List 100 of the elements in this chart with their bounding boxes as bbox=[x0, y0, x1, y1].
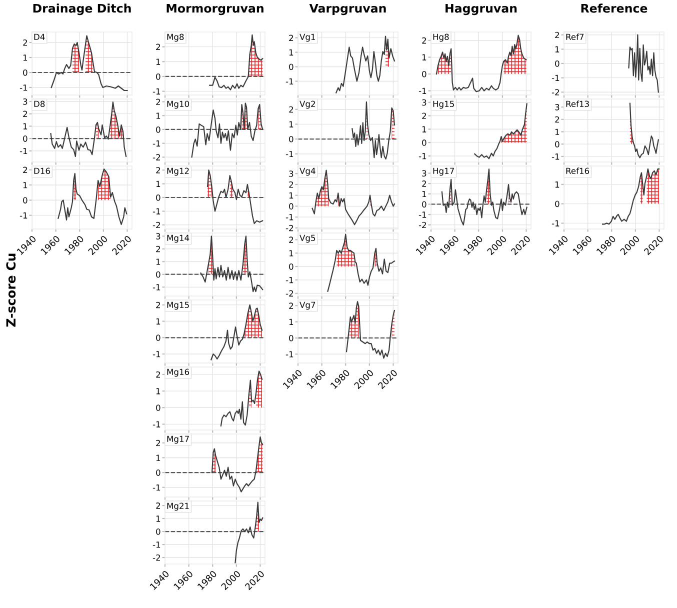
y-tick-label: -1 bbox=[152, 208, 160, 214]
y-tick-label: 2 bbox=[555, 116, 559, 123]
annotation: Mg15 bbox=[167, 302, 189, 310]
y-tick-label: -1 bbox=[552, 220, 560, 226]
y-tick-label: 3 bbox=[422, 99, 426, 106]
annotation: Mg21 bbox=[167, 502, 189, 511]
y-tick-label: -1 bbox=[286, 214, 294, 220]
annotation: Mg12 bbox=[167, 168, 189, 176]
annotation: Hg8 bbox=[433, 34, 449, 42]
y-tick-label: 0 bbox=[289, 136, 294, 142]
y-tick-label: 0 bbox=[156, 73, 160, 80]
y-tick-label: 0 bbox=[156, 334, 160, 341]
y-tick-label: -1 bbox=[152, 421, 160, 428]
y-tick-label: -1 bbox=[152, 351, 160, 358]
y-tick-label: 0 bbox=[156, 271, 160, 278]
y-tick-label: 2 bbox=[289, 34, 293, 41]
y-tick-label: -1 bbox=[418, 88, 426, 94]
annotation: Vg1 bbox=[300, 34, 316, 42]
y-tick-label: 0 bbox=[156, 194, 160, 201]
y-tick-label: 0 bbox=[422, 70, 426, 78]
y-tick-label: 0 bbox=[422, 140, 426, 146]
y-tick-label: 2 bbox=[555, 32, 559, 38]
y-tick-label: -1 bbox=[152, 140, 160, 146]
y-tick-label: 1 bbox=[156, 112, 160, 119]
y-tick-label: 2 bbox=[156, 302, 160, 308]
annotation: Ref16 bbox=[566, 168, 590, 174]
y-tick-label: 1 bbox=[23, 123, 28, 130]
chart-title: Varpgruvan bbox=[309, 4, 386, 16]
y-tick-label: -2 bbox=[152, 554, 160, 561]
y-tick-label: 1 bbox=[289, 49, 294, 56]
y-tick-label: 1 bbox=[23, 182, 28, 188]
chart-title: Haggruvan bbox=[446, 4, 517, 16]
y-tick-label: 2 bbox=[156, 98, 160, 105]
y-tick-label: 1 bbox=[555, 46, 560, 52]
chart-title: Drainage Ditch bbox=[33, 4, 131, 16]
y-tick-label: -1 bbox=[552, 154, 560, 160]
y-tick-label: 2 bbox=[156, 167, 160, 174]
y-tick-label: -1 bbox=[552, 74, 560, 81]
annotation: Mg16 bbox=[167, 368, 190, 377]
y-tick-label: 0 bbox=[23, 69, 28, 76]
y-tick-label: 0 bbox=[23, 197, 28, 204]
y-tick-label: 1 bbox=[289, 192, 294, 198]
y-tick-label: 3 bbox=[156, 233, 160, 240]
y-tick-label: 0 bbox=[156, 470, 160, 476]
y-tick-label: -1 bbox=[20, 148, 28, 154]
y-tick-label: 1 bbox=[156, 258, 160, 265]
y-tick-label: 3 bbox=[289, 170, 294, 177]
y-tick-label: 1 bbox=[156, 58, 160, 65]
annotation: D8 bbox=[34, 100, 45, 108]
annotation: Vg4 bbox=[300, 168, 316, 176]
annotation: D4 bbox=[34, 34, 45, 40]
annotation: Ref7 bbox=[566, 34, 584, 40]
y-tick-label: 1 bbox=[156, 516, 160, 522]
annotation: Vg5 bbox=[300, 234, 316, 243]
y-tick-label: -2 bbox=[152, 154, 160, 160]
y-tick-label: 0 bbox=[289, 64, 294, 70]
y-tick-label: 2 bbox=[156, 246, 160, 252]
y-tick-label: 0 bbox=[156, 126, 160, 133]
annotation: Mg14 bbox=[167, 234, 190, 243]
y-tick-label: 2 bbox=[156, 502, 160, 509]
annotation: Ref13 bbox=[566, 100, 589, 108]
y-tick-label: -1 bbox=[152, 542, 160, 548]
y-tick-label: 1 bbox=[555, 182, 560, 188]
y-tick-label: 1 bbox=[422, 126, 426, 132]
y-tick-label: 2 bbox=[422, 180, 426, 187]
y-tick-label: -1 bbox=[152, 284, 160, 290]
annotation: Mg17 bbox=[167, 436, 189, 444]
y-tick-label: 0 bbox=[555, 60, 560, 67]
y-tick-label: 0 bbox=[289, 203, 294, 210]
y-tick-label: 0 bbox=[289, 263, 294, 270]
annotation: Mg8 bbox=[167, 34, 184, 42]
y-tick-label: 2 bbox=[156, 440, 160, 446]
y-tick-label: 0 bbox=[289, 334, 294, 342]
y-tick-label: 1 bbox=[156, 180, 160, 187]
y-tick-label: 2 bbox=[422, 37, 426, 44]
y-tick-label: -1 bbox=[418, 212, 426, 218]
y-tick-label: 2 bbox=[156, 44, 160, 50]
y-tick-label: 3 bbox=[23, 98, 28, 105]
y-tick-label: -1 bbox=[286, 351, 294, 358]
y-tick-label: 2 bbox=[289, 302, 293, 309]
y-tick-label: 2 bbox=[23, 166, 27, 173]
annotation: Hg15 bbox=[433, 100, 454, 109]
y-tick-label: -1 bbox=[152, 484, 160, 491]
y-tick-label: 1 bbox=[289, 250, 294, 256]
y-tick-label: -1 bbox=[286, 277, 294, 284]
annotation: Hg17 bbox=[433, 168, 454, 176]
y-tick-label: 1 bbox=[23, 54, 28, 61]
y-tick-label: -1 bbox=[20, 212, 28, 219]
y-tick-label: 0 bbox=[23, 136, 28, 142]
y-tick-label: 0 bbox=[156, 404, 160, 411]
annotation: D16 bbox=[34, 168, 50, 174]
y-tick-label: 1 bbox=[156, 454, 160, 461]
y-tick-label: -1 bbox=[152, 88, 160, 94]
y-tick-label: -1 bbox=[286, 150, 294, 158]
y-tick-label: -2 bbox=[286, 224, 293, 232]
y-tick-label: 0 bbox=[156, 528, 160, 535]
y-tick-label: 2 bbox=[422, 112, 426, 119]
y-tick-label: -2 bbox=[286, 290, 293, 296]
y-tick-label: 1 bbox=[289, 318, 294, 325]
y-tick-label: 0 bbox=[422, 201, 426, 208]
